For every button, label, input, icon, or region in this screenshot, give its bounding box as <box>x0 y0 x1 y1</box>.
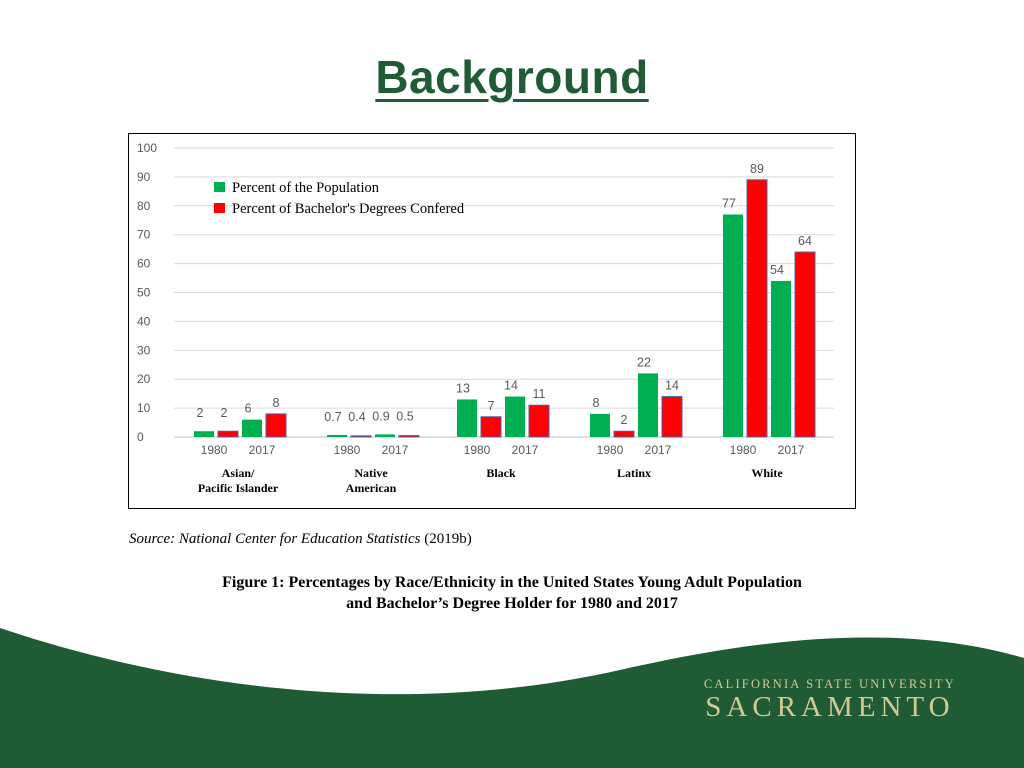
x-year-label: 2017 <box>645 443 672 457</box>
x-year-label: 2017 <box>382 443 409 457</box>
x-group-label: Asian/ <box>222 466 255 480</box>
y-tick-label: 10 <box>137 401 151 415</box>
x-year-label: 1980 <box>334 443 361 457</box>
legend-label-degrees: Percent of Bachelor's Degrees Confered <box>232 201 465 217</box>
bar-population <box>457 399 477 437</box>
data-label-population: 13 <box>456 381 470 395</box>
x-group-label: White <box>751 466 783 480</box>
bar-population <box>194 431 214 437</box>
university-logo: CALIFORNIA STATE UNIVERSITY SACRAMENTO <box>704 677 956 722</box>
x-year-label: 1980 <box>201 443 228 457</box>
bar-degrees <box>613 430 635 438</box>
x-group-label: Latinx <box>617 466 651 480</box>
bar-population <box>327 434 347 437</box>
data-label-degrees: 64 <box>798 234 812 248</box>
data-label-degrees: 7 <box>488 399 495 413</box>
x-group-label: Native <box>354 466 388 480</box>
data-label-degrees: 0.5 <box>396 409 413 423</box>
bar-degrees <box>265 413 287 438</box>
bar-degrees <box>480 416 502 438</box>
legend-swatch-degrees <box>214 203 225 213</box>
y-tick-label: 70 <box>137 228 151 242</box>
data-label-degrees: 2 <box>221 406 228 420</box>
bar-population <box>505 396 525 437</box>
x-group-label: Black <box>486 466 516 480</box>
legend-swatch-population <box>214 182 225 192</box>
data-label-degrees: 14 <box>665 379 679 393</box>
caption-line-2: and Bachelor’s Degree Holder for 1980 an… <box>346 595 678 612</box>
y-tick-label: 60 <box>137 257 151 271</box>
bar-degrees <box>217 430 239 438</box>
data-label-degrees: 0.4 <box>348 410 365 424</box>
bar-degrees <box>661 396 683 438</box>
bar-population <box>590 413 610 437</box>
bar-degrees <box>398 435 420 438</box>
x-year-label: 2017 <box>249 443 276 457</box>
bar-population <box>771 280 791 437</box>
slide-title-wrap: Background <box>0 50 1024 104</box>
bar-degrees <box>746 179 768 438</box>
footer-wave <box>0 628 1024 768</box>
x-year-label: 2017 <box>512 443 539 457</box>
y-tick-label: 0 <box>137 430 144 444</box>
x-group-label: Pacific Islander <box>198 481 279 495</box>
x-year-label: 1980 <box>730 443 757 457</box>
data-label-population: 0.7 <box>324 410 341 424</box>
y-tick-label: 50 <box>137 286 151 300</box>
legend-label-population: Percent of the Population <box>232 180 380 196</box>
chart-frame: 0 10 20 30 40 50 60 70 80 90 100 2 2 1980 6 8 2017 Asian/… <box>128 133 856 509</box>
logo-top-line: CALIFORNIA STATE UNIVERSITY <box>703 677 956 691</box>
x-year-label: 1980 <box>464 443 491 457</box>
source-note: Source: National Center for Education St… <box>129 531 472 548</box>
y-tick-label: 80 <box>137 199 151 213</box>
bar-degrees <box>350 435 372 438</box>
data-label-population: 22 <box>637 355 651 369</box>
data-label-degrees: 11 <box>533 387 546 401</box>
data-label-population: 0.9 <box>372 409 389 423</box>
bar-degrees <box>794 251 816 438</box>
bar-population <box>242 419 262 437</box>
slide-title: Background <box>375 51 649 103</box>
data-label-degrees: 2 <box>621 413 628 427</box>
y-tick-label: 90 <box>137 170 151 184</box>
logo-bottom-line: SACRAMENTO <box>705 691 955 723</box>
source-year: (2019b) <box>424 531 472 547</box>
figure-caption: Figure 1: Percentages by Race/Ethnicity … <box>0 572 1024 614</box>
data-label-population: 6 <box>245 402 252 416</box>
bar-population <box>638 373 658 437</box>
bar-degrees <box>528 404 550 438</box>
caption-line-1: Figure 1: Percentages by Race/Ethnicity … <box>222 574 802 591</box>
data-label-population: 14 <box>504 379 518 393</box>
bar-population <box>375 434 395 437</box>
data-label-degrees: 89 <box>750 162 764 176</box>
data-label-population: 77 <box>722 196 736 210</box>
data-label-population: 8 <box>593 396 600 410</box>
source-italic: Source: National Center for Education St… <box>129 531 421 547</box>
x-year-label: 2017 <box>778 443 805 457</box>
y-tick-label: 20 <box>137 372 151 386</box>
data-label-degrees: 8 <box>273 396 280 410</box>
y-tick-label: 30 <box>137 343 151 357</box>
y-tick-label: 100 <box>137 141 157 155</box>
data-label-population: 2 <box>197 406 204 420</box>
x-year-label: 1980 <box>597 443 624 457</box>
data-label-population: 54 <box>770 263 784 277</box>
x-group-label: American <box>346 481 397 495</box>
bar-population <box>723 214 743 437</box>
y-tick-label: 40 <box>137 314 151 328</box>
